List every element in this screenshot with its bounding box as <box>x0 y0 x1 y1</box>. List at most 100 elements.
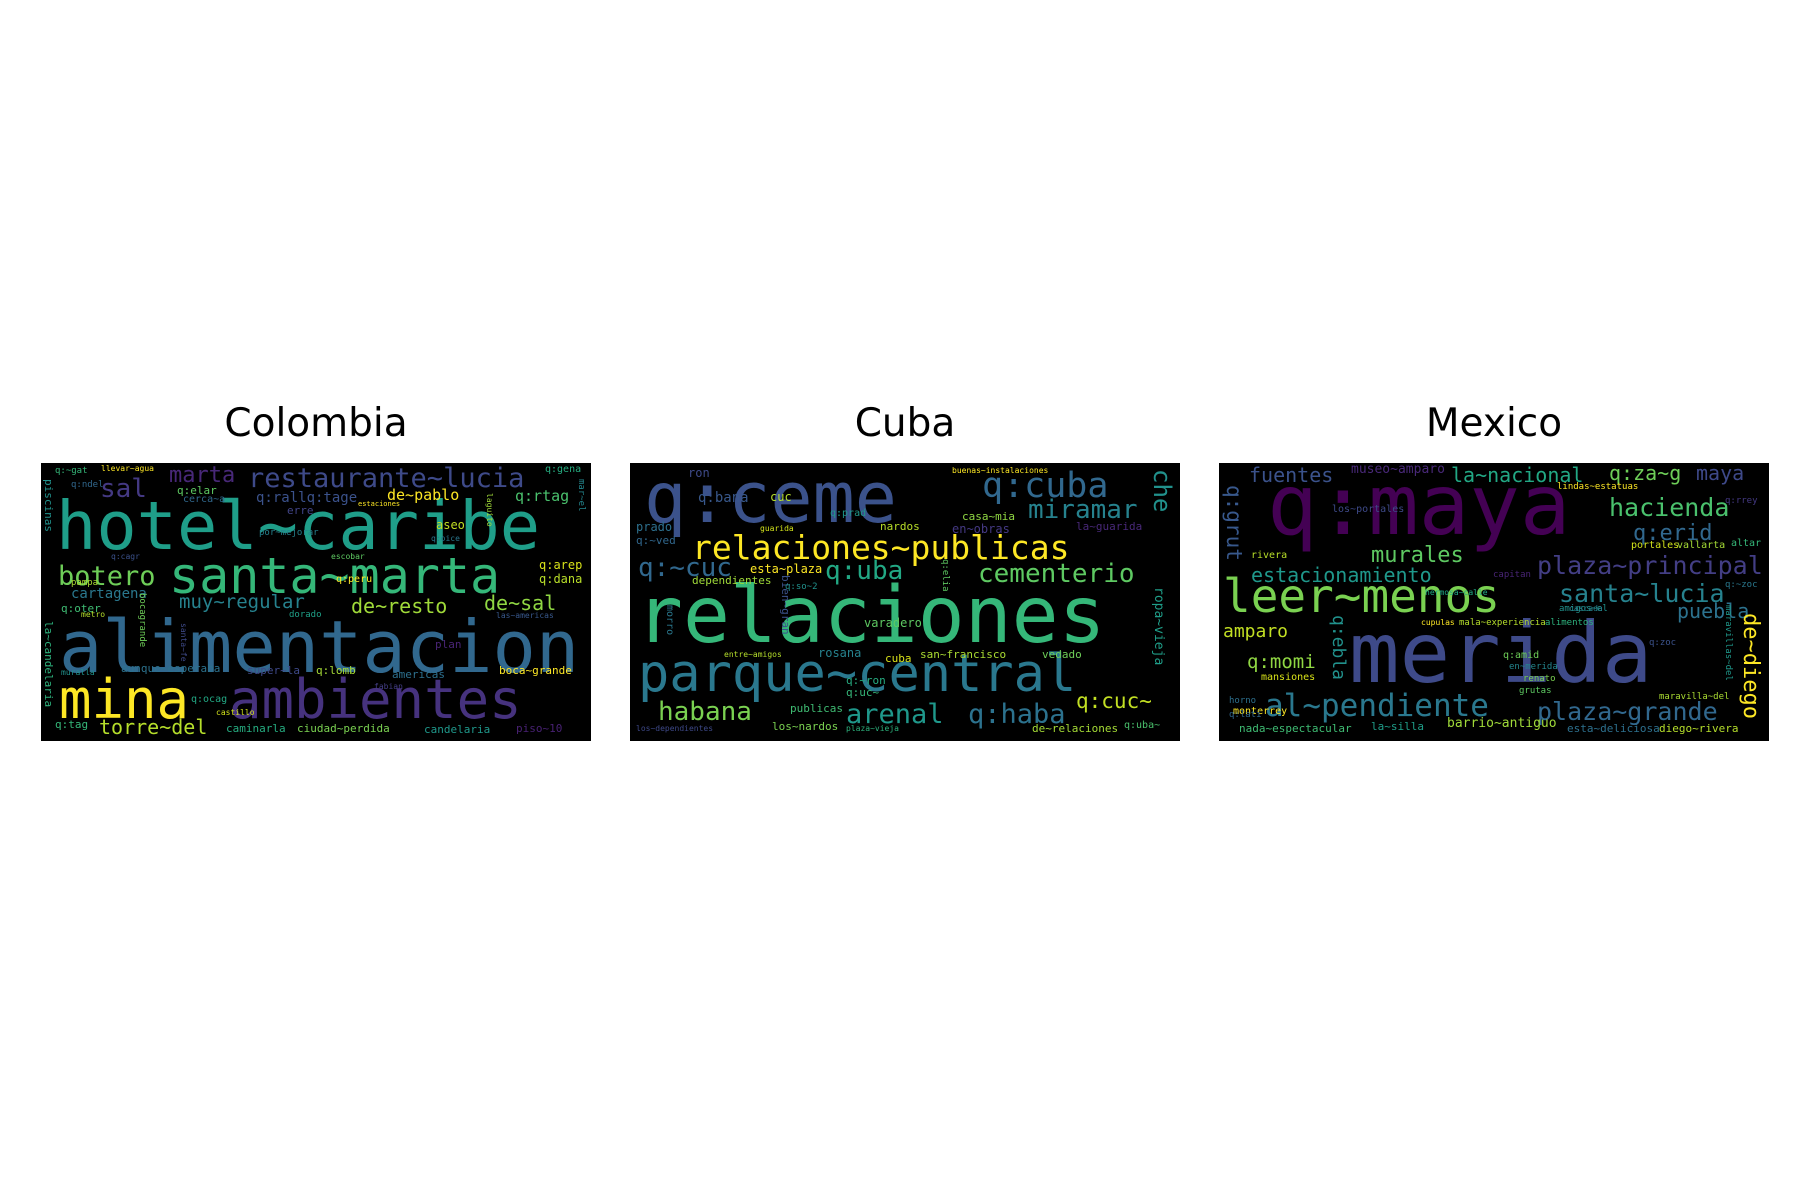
word: hermosa~calle <box>1425 589 1488 597</box>
word: q:arep <box>539 559 582 571</box>
word: q:rallq:tage <box>256 491 357 505</box>
word: diego~rivera <box>1659 723 1738 734</box>
word: dependientes <box>692 575 771 586</box>
word: san~francisco <box>920 649 1006 660</box>
word: estaciones <box>358 501 400 508</box>
word: candelaria <box>424 724 490 735</box>
word: guarida <box>760 525 794 533</box>
word: cuc <box>770 491 792 503</box>
word: maravillas~del <box>1723 605 1732 681</box>
word: habana <box>658 699 752 725</box>
word: q:lomb <box>316 665 356 676</box>
word: prado <box>636 521 672 533</box>
word: q:lati <box>1229 711 1262 720</box>
word: publicas <box>790 703 843 714</box>
word: rivera <box>1251 551 1287 561</box>
word: la~candelaria <box>43 621 54 707</box>
word: grutas <box>1519 687 1552 696</box>
word: q:rrey <box>1725 497 1758 506</box>
word: q:~zoc <box>1725 581 1758 590</box>
word: lindas~estatuas <box>1557 483 1638 492</box>
word: santa~fe <box>179 623 187 662</box>
word: aunque~esperaba <box>121 663 220 674</box>
word: hacienda <box>1609 495 1729 520</box>
word: de~resto <box>351 596 447 616</box>
word: laguito <box>485 493 493 527</box>
word: pampa <box>71 579 98 588</box>
word: q:~gat <box>55 467 88 476</box>
word: piscinas <box>43 479 54 532</box>
panel-title-colombia: Colombia <box>41 400 591 448</box>
word: mala~experiencia <box>1459 619 1546 628</box>
word: maya <box>1696 463 1744 483</box>
word: en~merida <box>1509 663 1558 672</box>
word: piso~10 <box>516 723 562 734</box>
word: q:uc~ <box>846 687 879 698</box>
wordcloud-mexico: merida q:maya leer~menos al~pendiente pl… <box>1219 463 1769 741</box>
word: q:ndel <box>71 481 104 490</box>
word: de~sal <box>484 593 556 613</box>
word: q:~ron <box>846 675 886 686</box>
word: torre~del <box>99 717 207 737</box>
word: morro <box>664 605 674 635</box>
word: cascada <box>1569 605 1603 613</box>
word: mar~el <box>576 479 585 512</box>
word: por~mejorar <box>259 529 319 538</box>
word: maravilla~del <box>1659 693 1729 702</box>
word: escobar <box>331 553 365 561</box>
word: de~diego <box>1739 613 1761 719</box>
word: muralla <box>61 669 95 677</box>
word: q:uba <box>825 558 903 584</box>
word: erre <box>287 505 314 516</box>
word: super~la <box>247 665 300 676</box>
word: q:elia <box>940 559 949 592</box>
word: plaza~principal <box>1537 553 1763 578</box>
word: barrio~antiguo <box>1447 717 1557 730</box>
word: metro <box>81 611 105 619</box>
word: q:zoc <box>1649 639 1676 648</box>
word: castillo <box>216 709 255 717</box>
word: museo~amparo <box>1351 463 1445 476</box>
word: q:oice <box>431 535 460 543</box>
word: boca~grande <box>499 665 572 676</box>
word: cementerio <box>978 561 1135 587</box>
word: americas <box>392 669 445 680</box>
word: plaza~grande <box>1537 699 1718 724</box>
word: estacionamiento <box>1251 565 1432 585</box>
word: nada~espectacular <box>1239 723 1352 734</box>
word: q:~ved <box>636 535 676 546</box>
word: fuentes <box>1249 465 1333 485</box>
word: mansiones <box>1261 673 1315 683</box>
panel-title-cuba: Cuba <box>630 400 1180 448</box>
word: vedado <box>1042 649 1082 660</box>
word: q:bana <box>698 491 749 505</box>
word: q:uba~ <box>1124 721 1160 731</box>
word: los~portales <box>1332 505 1404 515</box>
word: renato <box>1523 675 1556 684</box>
word: q:amid <box>1503 651 1539 661</box>
word: plaza~vieja <box>846 725 899 733</box>
word: q:cuc~ <box>1076 691 1152 712</box>
word: sal <box>100 476 147 502</box>
word: entre~amigos <box>724 651 782 659</box>
word: en~obras <box>952 523 1010 535</box>
word: buenas~instalaciones <box>952 467 1048 475</box>
word: q:rtag <box>515 489 569 504</box>
word: amparo <box>1223 623 1288 641</box>
word: los~nardos <box>772 721 838 732</box>
word: cerca~a <box>183 495 225 505</box>
word: horno <box>1229 697 1256 706</box>
word: q:so~2 <box>785 583 818 592</box>
word: varadero <box>864 617 922 629</box>
word: la~silla <box>1371 721 1424 732</box>
word: q:peru <box>336 575 372 585</box>
word: aseo <box>436 519 465 531</box>
word: ciudad~perdida <box>297 723 390 734</box>
word: nardos <box>880 521 920 532</box>
word: caminarla <box>226 723 286 734</box>
word: muy~regular <box>179 593 305 612</box>
word: de~relaciones <box>1032 723 1118 734</box>
word: q:gena <box>545 465 581 475</box>
wordcloud-colombia: hotel~caribe alimentacion santa~marta am… <box>41 463 591 741</box>
word: q:momi <box>1247 653 1316 672</box>
